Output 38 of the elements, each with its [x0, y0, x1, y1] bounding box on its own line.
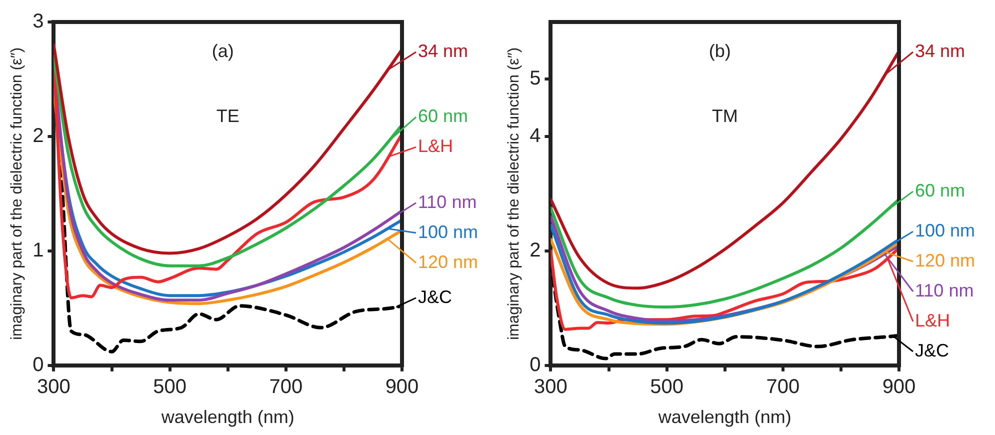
- x-tick-label: 500: [650, 376, 684, 398]
- y-tick-label: 4: [530, 124, 541, 147]
- x-tick-label: 700: [269, 376, 303, 398]
- y-tick-label: 5: [530, 68, 541, 90]
- legend-label: 120 nm: [915, 250, 976, 270]
- y-tick-label: 0: [32, 354, 44, 376]
- legend-label: 120 nm: [418, 252, 478, 272]
- series-label: 110 nm: [418, 192, 477, 212]
- legend-label: L&H: [418, 136, 454, 156]
- y-tick-label: 2: [32, 124, 44, 147]
- x-tick-label: 900: [385, 376, 419, 398]
- legend-label: 100 nm: [418, 222, 478, 242]
- annotation: TM: [712, 106, 738, 126]
- text: L&H: [915, 310, 950, 330]
- legend-label: 60 nm: [915, 180, 966, 200]
- x-axis-title: wavelength (nm): [657, 407, 792, 428]
- y-tick-label: 2: [530, 239, 541, 262]
- annotation: TE: [216, 106, 240, 126]
- text: 110 nm: [915, 280, 974, 300]
- legend-label: J&C: [915, 340, 950, 360]
- y-tick-label: 0: [530, 354, 541, 376]
- legend-label: J&C: [418, 286, 452, 307]
- x-tick-label: 900: [882, 376, 916, 398]
- x-tick-label: 300: [37, 376, 70, 398]
- y-tick-label: 3: [32, 10, 44, 33]
- text: (a): [212, 40, 234, 61]
- y-axis-title: imaginary part of the dielectric function (ε″): [8, 48, 26, 340]
- x-tick-label: 700: [766, 376, 800, 398]
- series-label: 100 nm: [915, 220, 976, 240]
- y-tick-label: 1: [32, 239, 44, 262]
- x-tick-label: 300: [534, 376, 568, 398]
- series-label: 60 nm: [418, 106, 468, 126]
- y-axis-title: imaginary part of the dielectric function (ε″): [506, 48, 523, 340]
- text: (b): [708, 40, 731, 61]
- series-label: 34 nm: [915, 40, 966, 61]
- x-tick-label: 500: [153, 376, 187, 398]
- x-axis-title: wavelength (nm): [160, 407, 294, 428]
- legend-label: 34 nm: [418, 40, 468, 61]
